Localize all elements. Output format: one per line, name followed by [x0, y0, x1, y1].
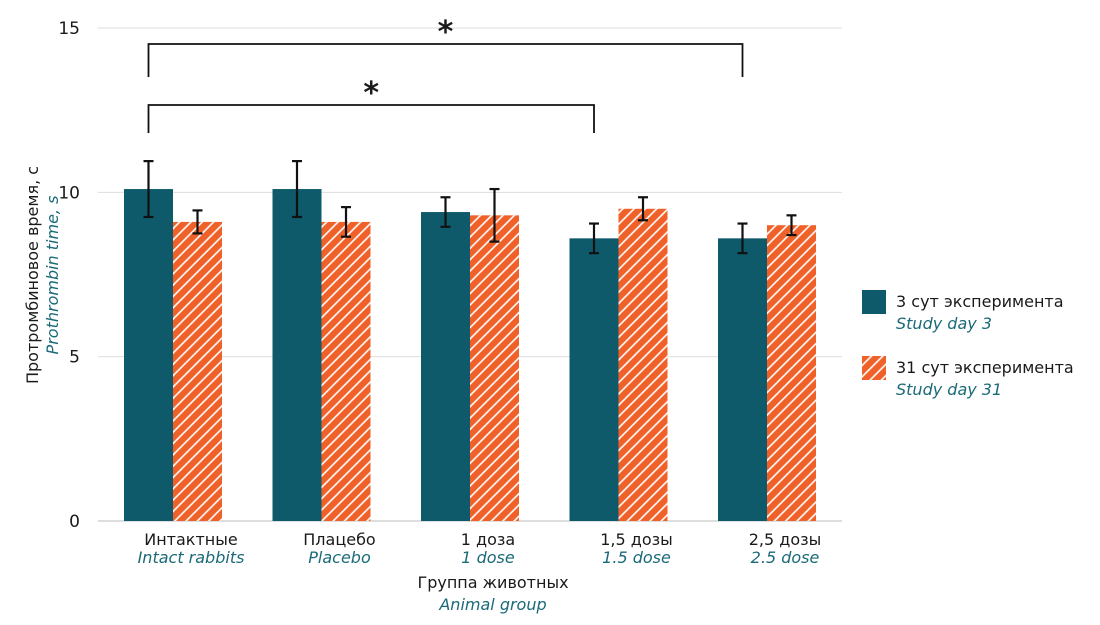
legend-label-day3-en: Study day 3	[896, 314, 992, 333]
y-axis-title-en: Prothrombin time, s	[43, 196, 62, 355]
error-bar	[638, 196, 648, 222]
bar-day3-0	[124, 189, 173, 521]
y-tick-label: 15	[58, 19, 80, 39]
legend-label-day3: 3 сут эксперимента	[896, 292, 1064, 311]
bars-group	[124, 189, 816, 521]
x-tick-label-en: 1 dose	[461, 548, 515, 567]
bar-day31-0	[173, 221, 222, 521]
significance-brackets: **	[147, 15, 744, 133]
x-tick-label-en: 2.5 dose	[751, 548, 820, 567]
error-bar	[786, 214, 797, 237]
significance-bracket: *	[147, 15, 744, 77]
error-bar	[737, 222, 748, 255]
x-tick-label: 1 доза	[461, 530, 515, 549]
legend-swatch-day31	[862, 356, 886, 380]
significance-star: *	[438, 15, 454, 50]
y-tick-label: 10	[58, 183, 80, 203]
x-tick-label: Плацебо	[303, 530, 375, 549]
error-bars-group	[143, 160, 797, 255]
bar-day3-2	[421, 212, 470, 521]
x-tick-label: 2,5 дозы	[749, 530, 822, 549]
significance-bracket: *	[147, 76, 595, 133]
legend-label-day31: 31 сут эксперимента	[896, 358, 1074, 377]
legend-label-day31-en: Study day 31	[896, 380, 1002, 399]
bar-day31-4	[767, 225, 816, 521]
error-bar	[143, 160, 154, 219]
bar-day3-1	[272, 189, 322, 521]
error-bar	[292, 160, 302, 219]
y-axis-ticks: 0 5 10 15	[58, 19, 80, 532]
error-bar	[440, 196, 451, 228]
bar-day3-3	[569, 238, 619, 521]
error-bar	[341, 206, 351, 238]
x-axis-title-en: Animal group	[438, 595, 546, 614]
legend: 3 сут эксперимента Study day 3 31 сут эк…	[862, 290, 1074, 399]
y-tick-label: 5	[69, 348, 80, 368]
error-bar	[589, 222, 599, 255]
bar-day31-1	[321, 221, 371, 521]
bar-day3-4	[718, 238, 767, 521]
significance-star: *	[363, 76, 379, 111]
x-tick-label-en: Placebo	[308, 548, 371, 567]
error-bar	[192, 209, 203, 235]
error-bar	[489, 187, 500, 243]
y-tick-label: 0	[69, 512, 80, 532]
x-axis-title: Группа животных	[417, 573, 568, 592]
x-tick-label-en: Intact rabbits	[138, 548, 245, 567]
x-tick-label-en: 1.5 dose	[602, 548, 671, 567]
x-tick-label: 1,5 дозы	[600, 530, 673, 549]
x-tick-label: Интактные	[144, 530, 237, 549]
y-axis-title: Протромбиновое время, с	[23, 166, 42, 384]
bar-day31-2	[470, 215, 519, 521]
legend-swatch-day3	[862, 290, 886, 314]
bar-day31-3	[618, 208, 668, 521]
